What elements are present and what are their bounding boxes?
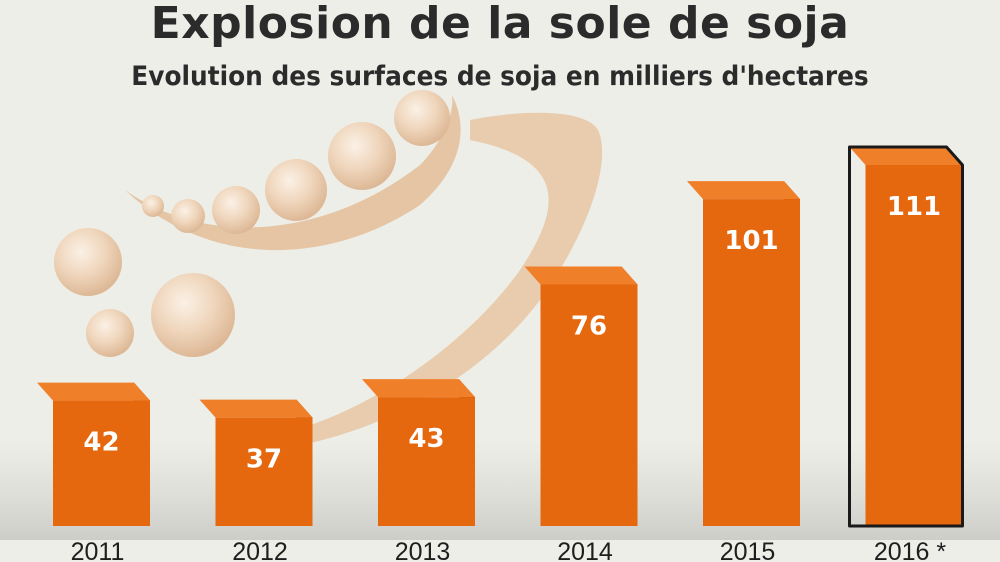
x-tick-label: 2016 * (874, 538, 947, 562)
bar-value-label: 76 (571, 312, 607, 342)
bar-top (524, 266, 638, 285)
pod-shell (125, 95, 461, 251)
bar: 111 (848, 145, 964, 528)
bar-front (540, 284, 638, 526)
bar-value-label: 111 (887, 192, 941, 222)
soybean-pod-illustration (54, 90, 603, 445)
x-tick-label: 2013 (395, 538, 451, 562)
bar-highlight-outline (848, 145, 964, 528)
bar-front (215, 417, 313, 526)
x-axis-ticks: 2011 2012 2013 2014 2015 2016 * (71, 538, 947, 562)
bar-top (199, 399, 313, 418)
bar-value-label: 101 (724, 226, 778, 256)
bar-value-label: 37 (246, 445, 282, 475)
bar: 76 (524, 266, 638, 526)
bar-top (362, 379, 475, 398)
x-tick-label: 2014 (557, 538, 613, 562)
bar: 43 (362, 379, 475, 526)
pea-icon (86, 309, 134, 357)
pea-icon (142, 195, 164, 217)
x-tick-label: 2012 (232, 538, 288, 562)
floor-shadow (0, 440, 1000, 540)
pea-icon (265, 159, 327, 221)
bar: 37 (199, 399, 313, 526)
bar-value-label: 42 (83, 428, 119, 458)
chart-title: Explosion de la sole de soja (150, 0, 850, 49)
pea-icon (212, 186, 260, 234)
pea-icon (394, 90, 450, 146)
bar-top (687, 181, 800, 200)
pea-icon (171, 199, 205, 233)
bar-top (849, 147, 963, 165)
bar-value-label: 43 (408, 424, 444, 454)
bar-front (865, 165, 963, 526)
x-tick-label: 2015 (720, 538, 776, 562)
chart-subtitle: Evolution des surfaces de soja en millie… (131, 61, 869, 92)
bar-front (378, 397, 475, 526)
bar-front (53, 400, 150, 526)
x-tick-label: 2011 (71, 538, 125, 562)
bars-group: 42 37 43 76 101 111 (37, 145, 964, 528)
pea-icon (328, 122, 396, 190)
bar-front (703, 199, 800, 526)
bar-top (37, 382, 150, 401)
pea-icon (151, 273, 235, 357)
pea-icon (54, 228, 122, 296)
bar: 101 (687, 181, 800, 526)
bar: 42 (37, 382, 150, 526)
